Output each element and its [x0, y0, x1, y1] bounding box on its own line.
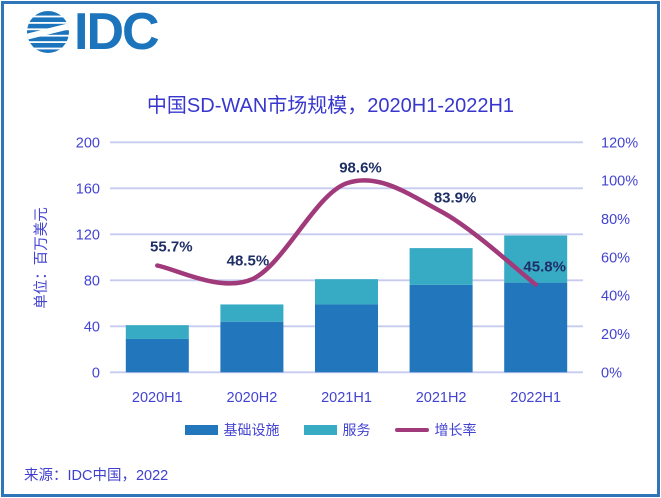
growth-data-labels: 55.7% 48.5% 98.6% 83.9% 45.8% [150, 159, 566, 275]
growth-rate-line-swatch [394, 428, 429, 432]
left-axis-tick: 200 [76, 135, 100, 151]
left-axis-tick: 0 [92, 365, 100, 381]
bars [125, 235, 568, 373]
growth-data-label: 83.9% [434, 189, 477, 206]
growth-data-label: 55.7% [150, 239, 193, 256]
bar-services-2022H1 [504, 235, 568, 283]
idc-logo-text: IDC [74, 3, 160, 61]
idc-logo: IDC [26, 3, 160, 61]
bar-infrastructure-2021H1 [315, 304, 378, 373]
growth-data-label: 98.6% [339, 159, 382, 176]
right-axis-tick: 0% [601, 365, 622, 381]
right-axis-tick: 80% [601, 212, 630, 228]
infrastructure-swatch [184, 425, 218, 435]
bar-infrastructure-2020H2 [220, 321, 284, 373]
source-note: 来源：IDC中国，2022 [24, 468, 169, 484]
bar-services-2020H1 [125, 325, 189, 339]
x-axis-label: 2021H2 [416, 390, 467, 406]
legend-label-services: 服务 [342, 422, 371, 438]
left-axis-tick: 120 [76, 227, 100, 243]
x-axis-labels: 2020H1 2020H2 2021H1 2021H2 2022H1 [132, 390, 561, 406]
growth-data-label: 48.5% [227, 252, 270, 269]
right-axis-ticks: 0% 20% 40% 60% 80% 100% 120% [601, 135, 638, 381]
x-axis-label: 2022H1 [510, 390, 561, 406]
idc-globe-icon [27, 11, 69, 53]
bar-infrastructure-2020H1 [125, 338, 189, 373]
bar-infrastructure-2022H1 [504, 282, 568, 373]
right-axis-tick: 20% [601, 327, 630, 343]
sdwan-combo-chart: 0 40 80 120 160 200 0% 20% 40% 60% 80% 100% 120% 单位：百… [33, 135, 638, 406]
left-axis-tick: 40 [84, 319, 100, 335]
legend-label-infrastructure: 基础设施 [223, 422, 280, 438]
left-axis-title: 单位：百万美元 [33, 207, 50, 309]
growth-rate-line [155, 178, 538, 287]
chart-title: 中国SD-WAN市场规模，2020H1-2022H1 [146, 95, 515, 117]
left-axis-tick: 80 [84, 273, 100, 289]
legend-item-services: 服务 [303, 420, 371, 440]
growth-data-label: 45.8% [523, 259, 566, 276]
bar-services-2021H2 [409, 248, 473, 285]
legend-label-growth-rate: 增长率 [434, 422, 477, 438]
x-axis-label: 2020H2 [227, 390, 278, 406]
left-axis-ticks: 0 40 80 120 160 200 [76, 135, 100, 381]
left-axis-tick: 160 [76, 181, 100, 197]
x-axis-label: 2021H1 [321, 390, 372, 406]
right-axis-tick: 60% [601, 250, 630, 266]
right-axis-tick: 120% [601, 135, 638, 151]
services-swatch [303, 425, 337, 435]
bar-services-2021H1 [315, 279, 378, 305]
legend-item-infrastructure: 基础设施 [184, 420, 280, 440]
right-axis-tick: 100% [601, 174, 638, 190]
right-axis-tick: 40% [601, 289, 630, 305]
chart-legend: 基础设施 服务 增长率 [0, 420, 661, 440]
x-axis-label: 2020H1 [132, 390, 183, 406]
bar-infrastructure-2021H2 [409, 284, 473, 373]
bar-services-2020H2 [220, 304, 284, 322]
legend-item-growth-rate: 增长率 [394, 420, 477, 440]
